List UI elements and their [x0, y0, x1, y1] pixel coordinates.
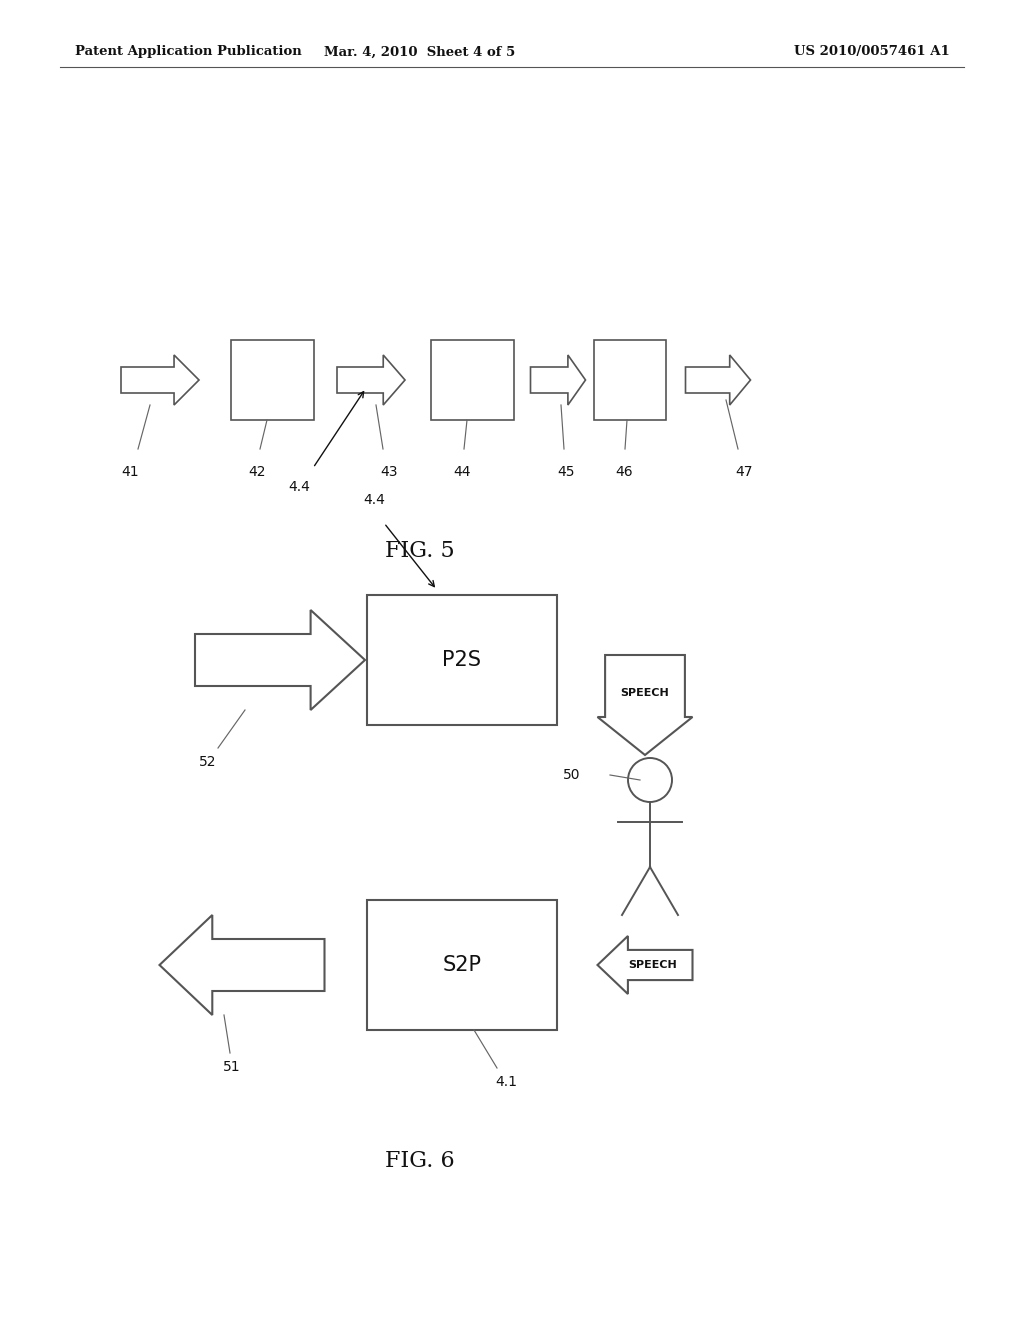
Text: 52: 52 — [200, 755, 217, 770]
Polygon shape — [337, 355, 406, 405]
Polygon shape — [530, 355, 586, 405]
Text: 4.1: 4.1 — [495, 1074, 517, 1089]
Text: FIG. 6: FIG. 6 — [385, 1150, 455, 1172]
Text: Mar. 4, 2010  Sheet 4 of 5: Mar. 4, 2010 Sheet 4 of 5 — [325, 45, 516, 58]
Polygon shape — [160, 915, 325, 1015]
Bar — [230, 341, 313, 420]
Bar — [367, 900, 557, 1030]
Text: 4.4: 4.4 — [364, 492, 385, 507]
Text: US 2010/0057461 A1: US 2010/0057461 A1 — [795, 45, 950, 58]
Text: SPEECH: SPEECH — [621, 688, 670, 698]
Polygon shape — [121, 355, 199, 405]
Text: 42: 42 — [248, 465, 266, 479]
Bar — [430, 341, 513, 420]
Text: 47: 47 — [735, 465, 753, 479]
Text: S2P: S2P — [442, 954, 481, 975]
Text: SPEECH: SPEECH — [629, 960, 677, 970]
Text: 45: 45 — [557, 465, 574, 479]
Text: 51: 51 — [223, 1060, 241, 1074]
Polygon shape — [597, 936, 692, 994]
Bar — [594, 341, 666, 420]
Text: 50: 50 — [562, 768, 580, 781]
Text: 43: 43 — [380, 465, 397, 479]
Polygon shape — [195, 610, 365, 710]
Bar — [367, 595, 557, 725]
Text: Patent Application Publication: Patent Application Publication — [75, 45, 302, 58]
Text: 44: 44 — [454, 465, 471, 479]
Polygon shape — [685, 355, 751, 405]
Text: 46: 46 — [615, 465, 633, 479]
Text: 4.4: 4.4 — [288, 480, 310, 494]
Text: P2S: P2S — [442, 649, 481, 671]
Text: FIG. 5: FIG. 5 — [385, 540, 455, 562]
Text: 41: 41 — [121, 465, 139, 479]
Polygon shape — [597, 655, 692, 755]
